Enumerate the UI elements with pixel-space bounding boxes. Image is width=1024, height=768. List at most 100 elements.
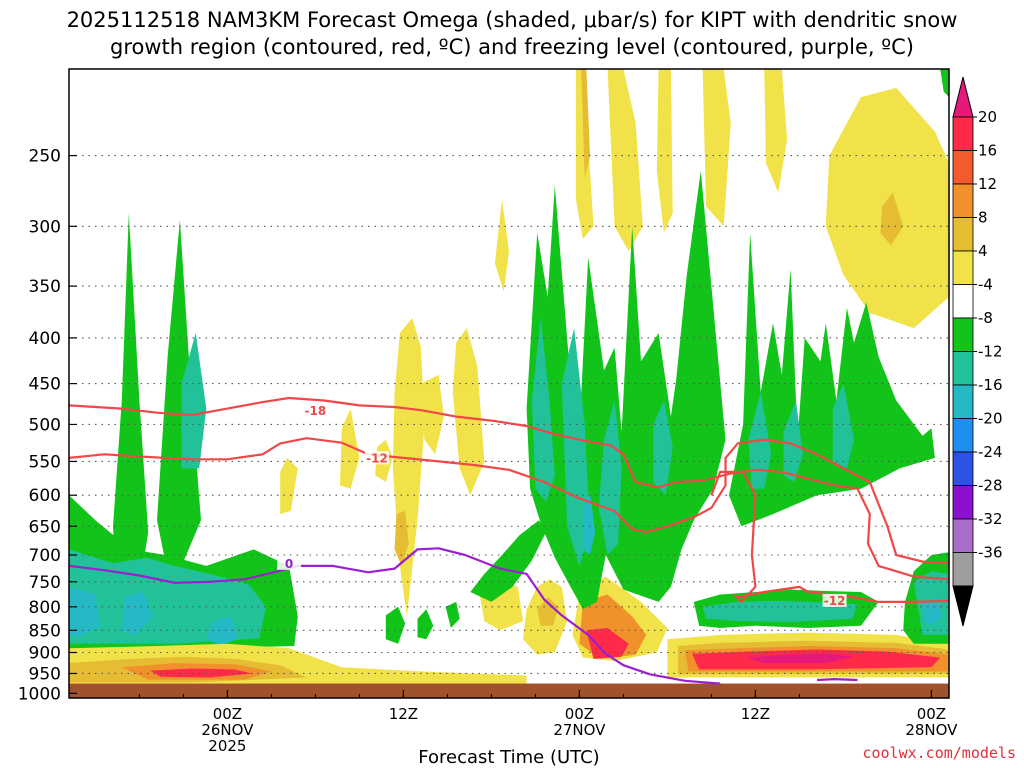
colorbar-swatch-9 <box>952 418 974 453</box>
colorbar-label-7: -12 <box>978 343 1003 361</box>
omega-region-58 <box>940 69 949 98</box>
colorbar-swatch-10 <box>952 451 974 486</box>
omega-region-23 <box>445 601 460 628</box>
contour-freezing-0 <box>69 547 721 685</box>
contour-label-bg-dsg-minus12-low <box>822 593 847 607</box>
ground-layer <box>69 683 949 698</box>
colorbar-label-13: -36 <box>978 544 1003 562</box>
y-tick-label-250: 250 <box>29 147 61 167</box>
colorbar-swatch-4 <box>952 250 974 285</box>
y-tick-label-750: 750 <box>29 573 61 593</box>
y-tick-label-700: 700 <box>29 546 61 566</box>
pressure-axis: 250 300 350 400 450 500 550 600 650 700 750 800 850 9… <box>18 147 77 704</box>
colorbar-label-2: 12 <box>978 175 997 193</box>
x-tick-label-2-2: 27NOV <box>553 721 606 739</box>
omega-region-12 <box>280 457 298 515</box>
omega-region-40 <box>581 69 590 179</box>
x-tick-label-0-3: 2025 <box>208 737 246 755</box>
colorbar-swatch-6 <box>952 317 974 352</box>
omega-region-52 <box>832 383 854 469</box>
y-tick-label-550: 550 <box>29 452 61 472</box>
contour-lines: -18 -12 -12 0 <box>69 396 949 685</box>
colorbar-swatch-7 <box>952 351 974 386</box>
omega-region-6 <box>121 592 154 635</box>
omega-region-15 <box>421 374 444 455</box>
omega-region-36 <box>607 69 643 252</box>
omega-region-57 <box>924 597 942 626</box>
omega-region-39 <box>764 69 788 193</box>
colorbar-swatch-5 <box>952 284 974 319</box>
site-credit: coolwx.com/models <box>862 744 1016 762</box>
omega-region-38 <box>702 69 731 227</box>
colorbar-swatch-8 <box>952 384 974 419</box>
omega-region-28 <box>586 628 629 659</box>
contour-label-bg-freezing-0 <box>277 556 301 570</box>
contour-dsg-minus18 <box>69 396 949 581</box>
x-tick-label-4-2: 28NOV <box>905 721 958 739</box>
contour-label-dsg-minus12-low: -12 <box>824 594 846 608</box>
x-tick-label-0-2: 26NOV <box>201 721 254 739</box>
contour-dsg-minus12 <box>69 437 949 565</box>
omega-region-47 <box>582 492 596 555</box>
contour-label-dsg-minus12: -12 <box>366 451 388 465</box>
contour-label-freezing-0: 0 <box>285 557 293 571</box>
colorbar-swatch-0 <box>952 116 974 151</box>
colorbar-label-4: 4 <box>978 242 988 260</box>
omega-region-25 <box>537 597 559 626</box>
omega-region-16 <box>452 328 485 496</box>
colorbar-label-11: -28 <box>978 477 1003 495</box>
omega-region-22 <box>417 609 434 640</box>
contour-label-dsg-minus18: -18 <box>305 404 327 418</box>
x-tick-label-0-1: 00Z <box>213 705 242 723</box>
colorbar-label-1: 16 <box>978 142 997 160</box>
x-tick-label-2-1: 00Z <box>565 705 594 723</box>
colorbar-label-5: -4 <box>978 276 993 294</box>
omega-region-33 <box>746 653 854 664</box>
y-tick-label-300: 300 <box>29 217 61 237</box>
y-tick-label-400: 400 <box>29 329 61 349</box>
omega-region-46 <box>598 400 622 555</box>
colorbar-label-3: 8 <box>978 209 988 227</box>
omega-region-37 <box>656 69 673 233</box>
x-tick-label-3-1: 12Z <box>741 705 770 723</box>
omega-region-7 <box>206 616 238 646</box>
x-tick-label-4-1: 00Z <box>917 705 946 723</box>
colorbar-top-arrow <box>952 76 974 118</box>
y-tick-label-850: 850 <box>29 621 61 641</box>
omega-region-45 <box>561 328 590 566</box>
colorbar-swatch-3 <box>952 217 974 252</box>
y-tick-label-600: 600 <box>29 486 61 506</box>
omega-region-4 <box>181 333 207 469</box>
omega-shading <box>69 69 949 684</box>
colorbar-label-9: -20 <box>978 410 1003 428</box>
omega-region-42 <box>880 192 904 246</box>
colorbar-swatch-13 <box>952 552 974 587</box>
y-tick-label-950: 950 <box>29 664 61 684</box>
x-axis-title: Forecast Time (UTC) <box>418 747 599 768</box>
y-tick-label-350: 350 <box>29 277 61 297</box>
y-tick-label-450: 450 <box>29 375 61 395</box>
omega-region-5 <box>69 586 101 638</box>
contour-dsg-minus18-low <box>710 470 757 603</box>
colorbar-swatch-2 <box>952 183 974 218</box>
x-tick-label-1-1: 12Z <box>389 705 418 723</box>
colorbar-swatch-11 <box>952 485 974 520</box>
omega-region-11 <box>150 668 252 678</box>
contour-label-bg-dsg-minus18 <box>303 403 328 417</box>
y-tick-label-500: 500 <box>29 415 61 435</box>
chart-title-line2: growth region (contoured, red, ºC) and f… <box>110 35 914 59</box>
contour-label-bg-dsg-minus12 <box>365 451 389 465</box>
y-tick-label-650: 650 <box>29 517 61 537</box>
y-tick-label-800: 800 <box>29 598 61 618</box>
omega-region-21 <box>385 606 406 644</box>
omega-region-0 <box>113 213 149 612</box>
colorbar-swatch-12 <box>952 518 974 553</box>
omega-region-49 <box>729 232 935 527</box>
omega-region-20 <box>470 520 546 602</box>
omega-region-13 <box>340 408 360 489</box>
colorbar-label-6: -8 <box>978 309 993 327</box>
omega-region-54 <box>702 600 858 622</box>
colorbar-swatch-1 <box>952 150 974 185</box>
colorbar-label-8: -16 <box>978 376 1003 394</box>
